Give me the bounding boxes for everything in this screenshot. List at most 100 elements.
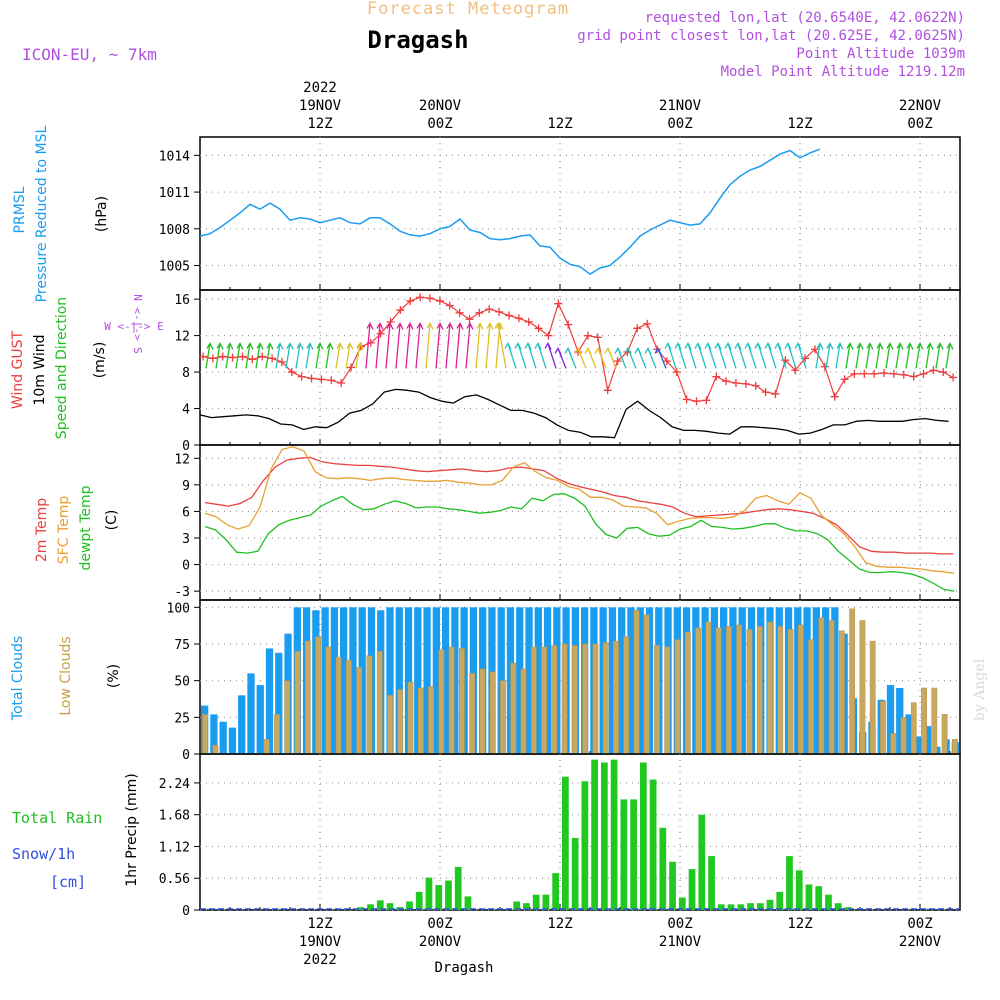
gust-marker	[949, 373, 958, 382]
gust-marker	[643, 319, 652, 328]
low-cloud-bar	[479, 668, 486, 755]
top-axis-hour: 12Z	[547, 116, 572, 132]
precip-panel: 0 0.56 1.12 1.68 2.24	[159, 753, 961, 919]
gust-marker	[238, 352, 247, 361]
gust-marker	[544, 331, 553, 340]
wind-arrow	[744, 342, 757, 369]
wind-arrow	[245, 342, 254, 369]
precip-label-1: Total Rain	[12, 809, 102, 827]
rain-bar	[659, 827, 667, 910]
total-cloud-bar	[896, 688, 904, 754]
low-cloud-bar	[684, 632, 691, 755]
wind-arrow	[794, 342, 807, 369]
plot-layer: 10051008101110140481216-3036912025507510…	[159, 80, 961, 968]
wind-arrow	[734, 342, 747, 369]
low-cloud-bar	[787, 629, 794, 755]
wind-arrow	[225, 342, 234, 369]
wind-arrow	[455, 322, 464, 369]
total-cloud-bar	[386, 607, 394, 754]
rain-bar	[552, 873, 560, 910]
gust-marker	[258, 352, 267, 361]
gust-marker	[662, 357, 671, 366]
low-cloud-bar	[633, 610, 640, 755]
wind-arrow	[335, 342, 344, 369]
gust-marker	[712, 372, 721, 381]
temp-ytick-label: 9	[182, 479, 190, 494]
requested-coords: requested lon,lat (20.6540E, 42.0622N)	[645, 10, 965, 26]
wind-10m-line	[199, 388, 949, 439]
clouds-ytick-label: 50	[174, 675, 190, 690]
wind-ytick-label: 0	[182, 439, 190, 454]
wind-arrow	[584, 347, 597, 369]
wind-arrow	[285, 342, 294, 369]
rain-bar	[542, 894, 550, 910]
rain-bar	[415, 891, 423, 910]
rain-bar	[805, 884, 813, 910]
gust-marker	[495, 307, 504, 316]
low-cloud-bar	[541, 646, 547, 755]
gust-marker	[850, 369, 859, 378]
wind-arrow	[784, 342, 797, 369]
wind-panel: 0 4 8 12 16	[174, 289, 961, 454]
low-cloud-bar	[417, 687, 424, 755]
low-cloud-bar	[561, 643, 568, 755]
wind-arrow	[554, 347, 567, 369]
gust-marker	[702, 396, 711, 405]
cloud-label-1: Total Clouds	[10, 636, 26, 721]
wind-arrow	[905, 342, 914, 369]
total-cloud-bar	[618, 607, 626, 754]
top-axis-hour: 00Z	[907, 116, 932, 132]
low-cloud-bar	[510, 662, 517, 755]
total-cloud-bar	[340, 607, 348, 754]
total-cloud-bar	[627, 607, 635, 754]
gust-marker	[672, 368, 681, 377]
pressure-ytick-label: 1014	[159, 149, 190, 164]
gust-marker	[199, 352, 207, 361]
temp2m-line	[204, 456, 954, 555]
gust-marker	[633, 324, 642, 333]
wind-arrow	[684, 342, 697, 369]
low-cloud-bar	[212, 744, 219, 755]
clouds-ytick-label: 0	[182, 748, 190, 763]
gust-marker	[465, 315, 474, 324]
low-cloud-bar	[376, 651, 383, 755]
top-axis-date: 20NOV	[419, 98, 462, 114]
rain-bar	[562, 776, 569, 910]
clouds-panel: 0 25 50 75 100	[167, 599, 961, 763]
precip-label-3: [cm]	[50, 873, 86, 891]
gust-marker	[830, 392, 839, 401]
rain-bar	[649, 779, 657, 910]
rain-bar	[834, 903, 842, 910]
total-cloud-bar	[525, 607, 533, 754]
low-cloud-bar	[808, 639, 814, 755]
gust-marker	[514, 314, 523, 323]
rain-bar	[591, 759, 598, 910]
wind-arrow	[475, 322, 484, 369]
gust-marker	[475, 308, 484, 317]
low-cloud-bar	[346, 659, 352, 755]
rain-bar	[786, 856, 793, 910]
low-cloud-bar	[602, 642, 609, 755]
wind-arrow	[265, 342, 274, 369]
low-cloud-bar	[623, 636, 630, 755]
wind-arrow	[624, 347, 637, 369]
low-cloud-bar	[294, 651, 301, 755]
low-cloud-bar	[274, 714, 280, 755]
cloud-labels: Total Clouds Low Clouds (%)	[10, 636, 122, 721]
gust-marker	[741, 379, 750, 388]
gust-marker	[820, 362, 829, 371]
low-cloud-bar	[530, 646, 537, 755]
rain-bar	[678, 897, 686, 910]
gust-marker	[880, 368, 889, 377]
low-cloud-bar	[304, 640, 311, 755]
rain-bar	[815, 886, 823, 910]
total-cloud-bar	[349, 607, 357, 754]
wind-arrow	[654, 347, 667, 369]
low-cloud-bar	[664, 646, 671, 755]
rain-bar	[376, 900, 384, 910]
low-cloud-bar	[900, 717, 907, 755]
clouds-ytick-label: 75	[174, 638, 190, 653]
bottom-axis-hour: 00Z	[427, 916, 452, 932]
low-cloud-bar	[438, 649, 445, 755]
gust-marker	[287, 368, 296, 377]
